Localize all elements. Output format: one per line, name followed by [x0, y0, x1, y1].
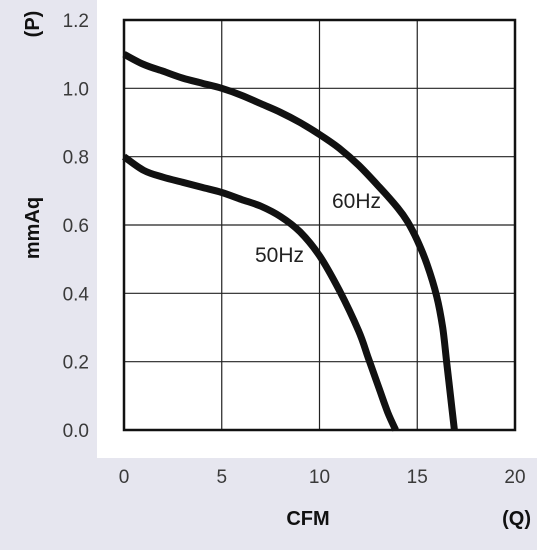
x-tick-label: 20: [504, 467, 525, 488]
y-tick-label: 0.6: [63, 216, 89, 237]
y-axis-unit: (P): [22, 11, 44, 38]
left-axis-panel: [0, 0, 97, 550]
series-label-60hz: 60Hz: [332, 190, 381, 213]
y-tick-label: 0.0: [63, 421, 89, 442]
y-tick-label: 0.4: [63, 284, 90, 305]
y-tick-label: 0.2: [63, 353, 89, 374]
series-line-50hz: [121, 153, 399, 432]
curves: [121, 51, 458, 432]
x-tick-label: 0: [119, 467, 130, 488]
y-tick-label: 0.8: [63, 148, 89, 169]
series-label-50hz: 50Hz: [255, 244, 304, 267]
x-tick-label: 15: [407, 467, 428, 488]
x-tick-label: 10: [309, 467, 330, 488]
y-tick-label: 1.0: [63, 79, 89, 100]
bottom-axis-panel: [97, 458, 537, 550]
x-tick-label: 5: [216, 467, 227, 488]
tick-labels: 0 5 10 15 20 0.0 0.2 0.4 0.6 0.8 1.0 1.2: [63, 11, 526, 488]
plot-frame: [122, 18, 517, 432]
series-line-60hz: [122, 51, 458, 431]
x-axis-title: CFM: [286, 508, 329, 530]
x-axis-unit: (Q): [502, 508, 531, 530]
y-axis-title: mmAq: [22, 197, 44, 259]
y-tick-label: 1.2: [63, 11, 89, 32]
